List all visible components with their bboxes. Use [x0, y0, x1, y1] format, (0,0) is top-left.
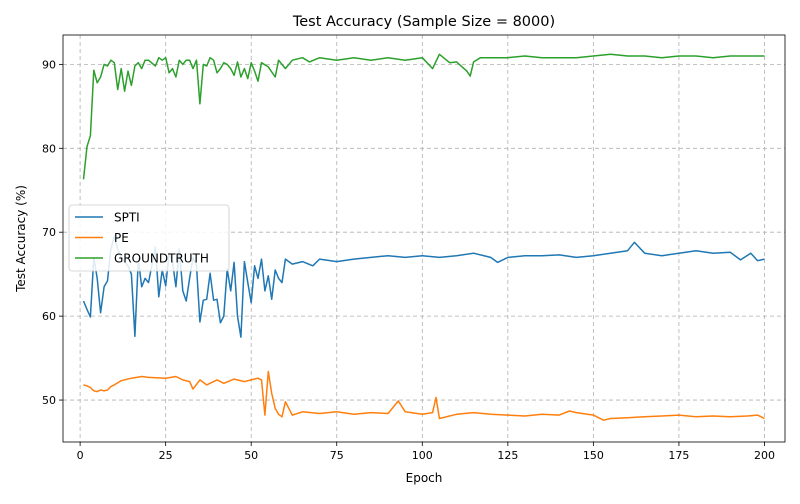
legend-box: [68, 204, 230, 272]
series-line-spti: [82, 235, 765, 338]
y-tick-label: 60: [42, 310, 56, 323]
chart-title: Test Accuracy (Sample Size = 8000): [292, 14, 555, 30]
legend-label-pe: PE: [114, 231, 129, 245]
axis-ticks: 0 25 50 75 100 125 150 175 200 50 60 70 80 90: [42, 58, 775, 462]
legend-label-spti: SPTI: [114, 211, 140, 225]
x-tick-label: 200: [754, 449, 775, 462]
legend: SPTI PE GROUNDTRUTH: [68, 204, 230, 272]
series-line-groundtruth: [82, 53, 765, 180]
legend-label-groundtruth: GROUNDTRUTH: [114, 252, 209, 266]
x-tick-label: 125: [497, 449, 518, 462]
x-tick-label: 0: [77, 449, 84, 462]
y-axis-label: Test Accuracy (%): [14, 185, 28, 293]
series-lines: [82, 53, 765, 421]
y-tick-label: 80: [42, 142, 56, 155]
x-tick-label: 75: [330, 449, 344, 462]
x-tick-label: 175: [668, 449, 689, 462]
x-tick-label: 100: [412, 449, 433, 462]
series-line-pe: [83, 370, 765, 421]
x-axis-label: Epoch: [406, 471, 443, 485]
y-tick-label: 50: [42, 394, 56, 407]
y-tick-label: 70: [42, 226, 56, 239]
y-tick-label: 90: [42, 58, 56, 71]
plot-area-frame: [62, 34, 786, 443]
x-tick-label: 150: [583, 449, 604, 462]
x-tick-label: 25: [159, 449, 173, 462]
x-tick-label: 50: [244, 449, 258, 462]
